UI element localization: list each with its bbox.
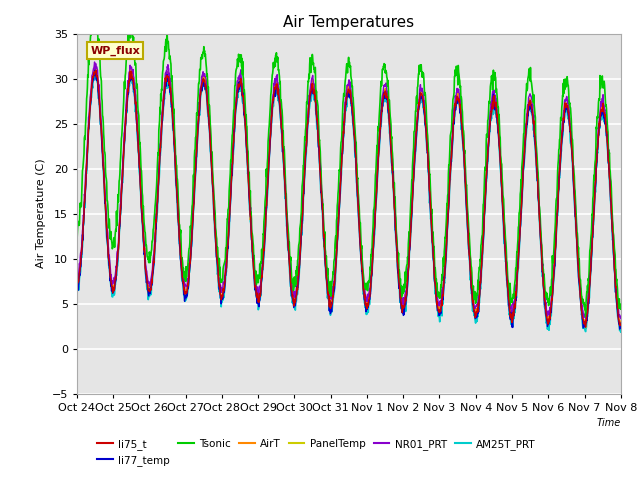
li77_temp [195,123,202,129]
li77_temp [91,67,99,73]
li75_t [434,303,442,309]
Tsonic [505,281,513,287]
Line: AirT: AirT [77,67,621,326]
Tsonic [582,314,589,320]
Text: WP_flux: WP_flux [90,46,140,56]
li77_temp [616,326,623,332]
NR01_PRT [582,316,589,322]
AM25T_PRT [505,304,513,310]
PanelTemp [181,289,189,295]
PanelTemp [505,295,513,300]
li75_t [582,324,589,330]
AM25T_PRT [91,66,99,72]
AirT [195,120,202,125]
Y-axis label: Air Temperature (C): Air Temperature (C) [36,159,46,268]
li77_temp [553,226,561,231]
AM25T_PRT [181,299,189,304]
AM25T_PRT [73,282,81,288]
Tsonic [73,220,81,226]
Tsonic [617,306,625,312]
AM25T_PRT [617,329,625,335]
li77_temp [181,294,189,300]
AM25T_PRT [434,307,442,313]
NR01_PRT [505,284,513,290]
AM25T_PRT [255,300,263,306]
PanelTemp [91,63,99,69]
PanelTemp [195,120,202,126]
Tsonic [181,277,189,283]
li75_t [92,68,100,73]
PanelTemp [553,222,561,228]
li75_t [195,120,202,126]
PanelTemp [582,325,589,331]
AirT [434,302,442,308]
Tsonic [434,291,442,297]
AirT [255,299,263,304]
PanelTemp [434,305,442,311]
NR01_PRT [91,59,99,65]
Text: Time: Time [596,418,621,428]
li75_t [553,221,561,227]
AirT [91,64,99,70]
Tsonic [255,276,263,281]
PanelTemp [73,281,81,287]
NR01_PRT [73,275,81,280]
AirT [617,319,625,324]
li75_t [73,281,81,287]
NR01_PRT [617,316,625,322]
li77_temp [617,325,625,331]
AirT [505,292,513,298]
Tsonic [90,9,98,15]
Line: PanelTemp: PanelTemp [77,66,621,328]
AM25T_PRT [195,126,202,132]
Line: NR01_PRT: NR01_PRT [77,62,621,319]
Line: Tsonic: Tsonic [77,12,621,317]
Title: Air Temperatures: Air Temperatures [284,15,414,30]
NR01_PRT [553,217,561,223]
li75_t [181,291,189,297]
AirT [553,218,561,224]
AirT [581,323,589,329]
NR01_PRT [181,281,189,287]
li77_temp [505,302,513,308]
Tsonic [195,92,202,98]
AirT [181,289,189,295]
NR01_PRT [195,117,202,123]
NR01_PRT [255,291,263,297]
li75_t [505,296,513,302]
li77_temp [255,304,263,310]
PanelTemp [255,295,263,301]
PanelTemp [617,323,625,329]
Line: li77_temp: li77_temp [77,70,621,329]
li75_t [617,322,625,328]
li77_temp [73,288,81,294]
Tsonic [553,195,561,201]
Line: AM25T_PRT: AM25T_PRT [77,69,621,332]
Line: li75_t: li75_t [77,71,621,327]
li77_temp [434,308,442,313]
Legend: li75_t, li77_temp, Tsonic, AirT, PanelTemp, NR01_PRT, AM25T_PRT: li75_t, li77_temp, Tsonic, AirT, PanelTe… [93,435,540,470]
AirT [73,280,81,286]
NR01_PRT [434,294,442,300]
AM25T_PRT [553,224,561,229]
li75_t [255,300,263,305]
